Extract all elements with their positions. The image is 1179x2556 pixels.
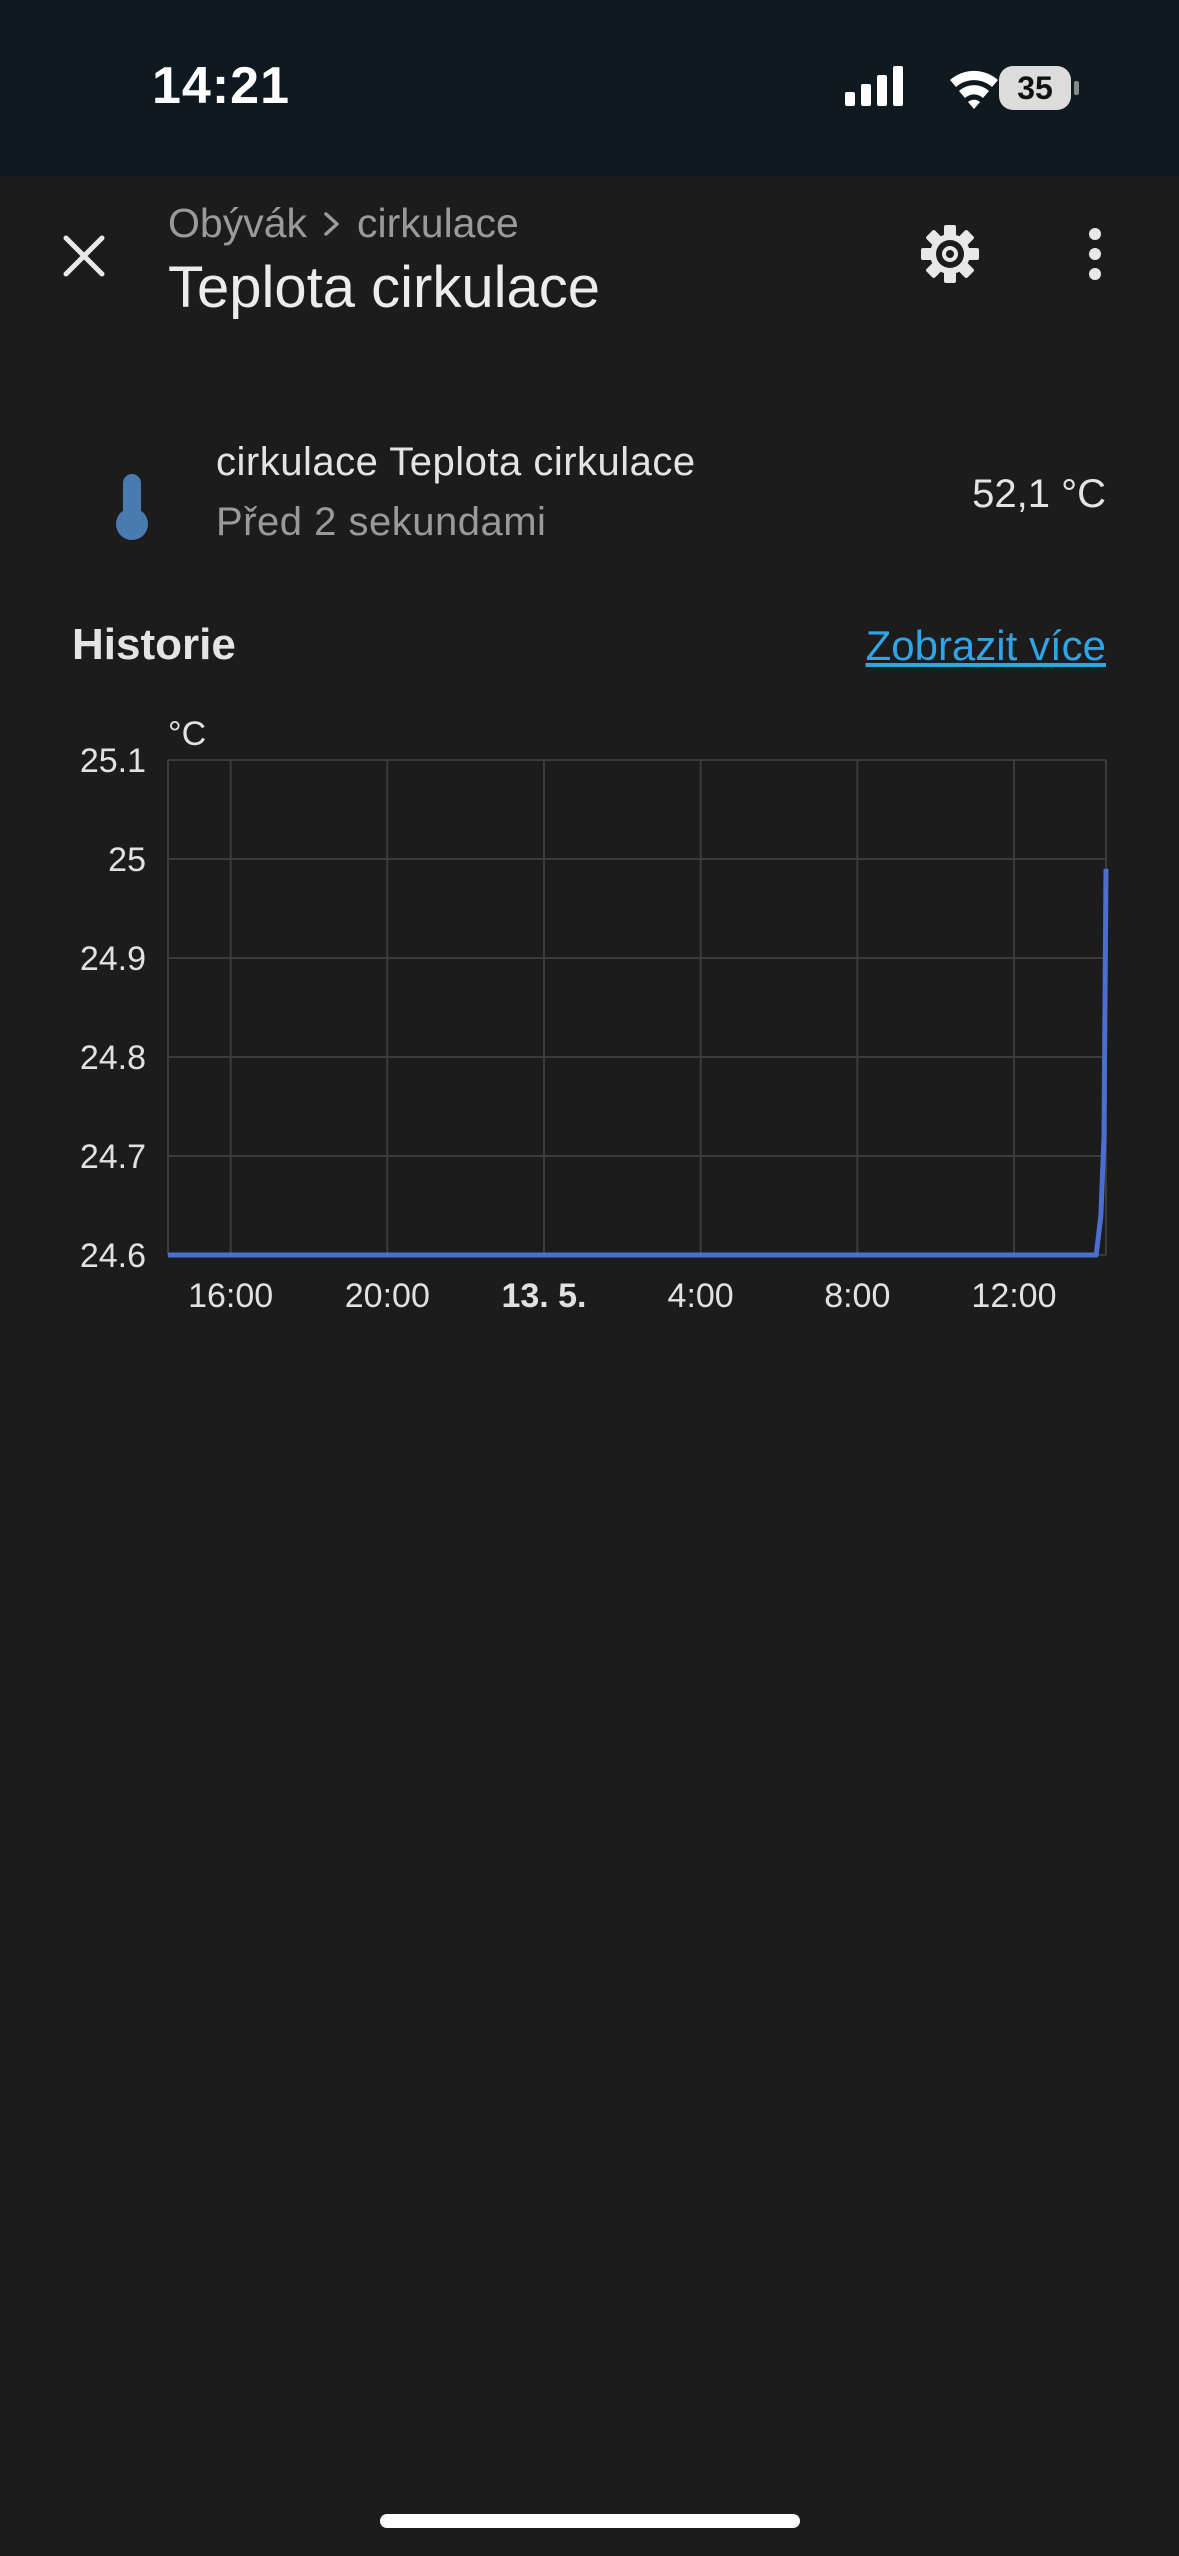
close-button[interactable] — [44, 216, 124, 296]
entity-row[interactable]: cirkulace Teplota cirkulace Před 2 sekun… — [0, 430, 1179, 560]
x-tick-label: 20:00 — [345, 1277, 430, 1315]
page-title: Teplota cirkulace — [168, 255, 600, 320]
y-axis-unit: °C — [168, 715, 206, 753]
battery-icon: 35 — [999, 66, 1079, 110]
history-chart[interactable]: °C 25.1 25 24.9 24.8 24.7 24.6 16:00 20:00 13. … — [0, 700, 1179, 1340]
settings-button[interactable] — [910, 214, 990, 294]
breadcrumb-device: cirkulace — [357, 200, 519, 246]
x-tick-label: 16:00 — [188, 1277, 273, 1315]
gear-icon — [921, 225, 979, 283]
entity-name: cirkulace Teplota cirkulace — [216, 440, 696, 484]
close-icon — [63, 235, 105, 277]
wifi-icon — [950, 70, 998, 109]
history-title: Historie — [72, 620, 236, 669]
more-vertical-icon — [1089, 228, 1101, 280]
status-time: 14:21 — [152, 57, 290, 115]
home-indicator — [380, 2514, 800, 2528]
chevron-right-icon — [324, 211, 339, 236]
series-line — [168, 868, 1109, 1258]
x-tick-label: 13. 5. — [501, 1277, 586, 1315]
show-more-link[interactable]: Zobrazit více — [865, 622, 1106, 669]
chart-x-ticks: 16:00 20:00 13. 5. 4:00 8:00 12:00 — [188, 1277, 1056, 1315]
x-tick-label: 4:00 — [668, 1277, 734, 1315]
entity-last-changed: Před 2 sekundami — [216, 500, 547, 544]
signal-icon — [845, 66, 903, 106]
battery-level: 35 — [1017, 70, 1053, 106]
status-bar: 14:21 35 — [0, 0, 1179, 176]
x-tick-label: 8:00 — [824, 1277, 890, 1315]
chart-grid — [167, 759, 1107, 1256]
y-tick-label: 24.6 — [80, 1237, 146, 1275]
y-tick-label: 25 — [108, 841, 146, 879]
y-tick-label: 25.1 — [80, 742, 146, 780]
entity-state: 52,1 °C — [972, 472, 1106, 516]
more-options-button[interactable] — [1055, 214, 1135, 294]
header: Obývák cirkulace Teplota cirkulace — [0, 176, 1179, 356]
y-tick-label: 24.8 — [80, 1039, 146, 1077]
thermometer-icon — [116, 474, 148, 540]
breadcrumb: Obývák cirkulace — [168, 200, 519, 247]
breadcrumb-area: Obývák — [168, 200, 307, 246]
y-tick-label: 24.7 — [80, 1138, 146, 1176]
chart-series — [168, 868, 1109, 1258]
chart-y-ticks: 25.1 25 24.9 24.8 24.7 24.6 — [80, 742, 146, 1275]
status-icons: 35 — [845, 66, 1079, 110]
x-tick-label: 12:00 — [971, 1277, 1056, 1315]
y-tick-label: 24.9 — [80, 940, 146, 978]
